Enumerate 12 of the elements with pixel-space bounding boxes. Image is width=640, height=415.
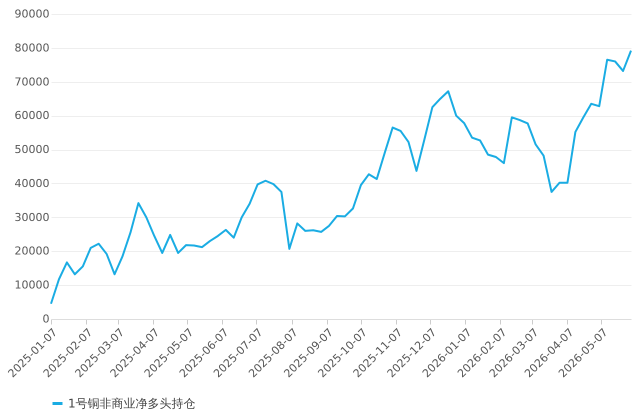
y-tick-label: 80000 [14, 41, 50, 54]
y-tick-label: 90000 [14, 8, 50, 20]
y-tick-label: 0 [42, 312, 50, 326]
y-tick-label: 40000 [14, 176, 50, 190]
line-series [50, 50, 632, 305]
y-tick-label: 10000 [14, 278, 50, 292]
y-tick-label: 60000 [14, 109, 50, 122]
y-tick-label: 20000 [14, 244, 50, 258]
y-tick-label: 30000 [14, 210, 50, 224]
legend-label: 1号铜非商业净多头持仓 [68, 396, 196, 410]
y-tick-label: 70000 [14, 75, 50, 88]
y-tick-label: 50000 [14, 143, 50, 156]
